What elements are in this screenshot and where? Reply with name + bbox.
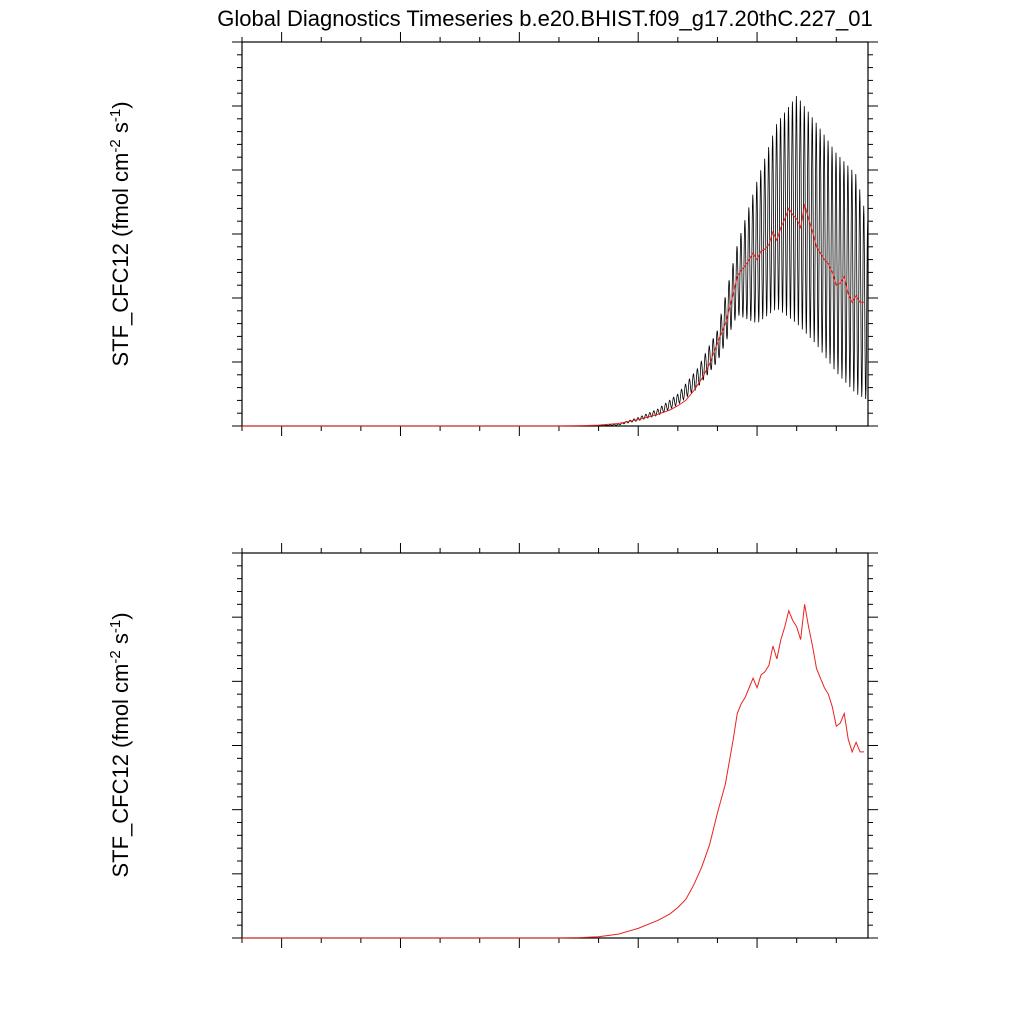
figure-title: Global Diagnostics Timeseries b.e20.BHIS… [217,6,873,31]
y-axis-label: STF_CFC12 (fmol cm-2 s-1) [107,612,133,877]
y-axis-label-part: s [108,633,133,650]
y-axis-label-part: -1 [107,109,124,122]
series-line-annual-mean [242,604,865,939]
y-axis-label-part: STF_CFC12 (fmol cm [108,153,133,367]
top-panel: STF_CFC12 (fmol cm-2 s-1) [107,32,878,436]
series-line-monthly [242,95,869,427]
y-axis-label: STF_CFC12 (fmol cm-2 s-1) [107,101,133,366]
y-axis-label-part: STF_CFC12 (fmol cm [108,664,133,878]
y-axis-label-part: ) [108,612,133,619]
series-line-annual-mean [242,204,865,427]
y-axis-label-part: -2 [107,650,124,663]
y-axis-label-part: -1 [107,620,124,633]
y-axis-label-part: ) [108,101,133,108]
bottom-panel: STF_CFC12 (fmol cm-2 s-1) [107,543,878,948]
y-axis-label-part: -2 [107,139,124,152]
y-axis-label-part: s [108,122,133,139]
plot-frame [241,552,869,939]
